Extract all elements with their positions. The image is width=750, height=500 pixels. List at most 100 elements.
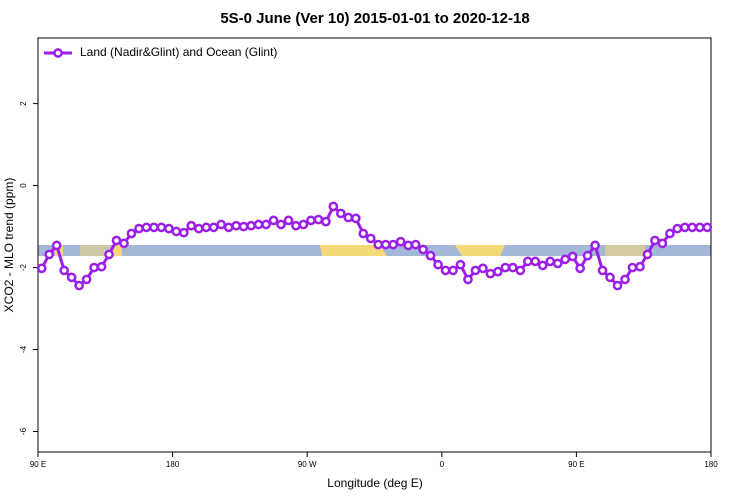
x-tick-label: 180 — [704, 460, 718, 469]
x-tick-label: 0 — [440, 460, 445, 469]
data-point — [612, 280, 623, 291]
data-point — [350, 213, 361, 224]
y-axis-label: XCO2 - MLO trend (ppm) — [2, 178, 16, 313]
data-point — [134, 223, 144, 234]
data-point — [223, 222, 234, 233]
data-point — [522, 256, 533, 267]
data-point — [560, 254, 571, 265]
data-point — [620, 274, 630, 285]
x-tick-label: 90 W — [298, 460, 317, 469]
data-point — [111, 235, 122, 246]
data-point — [343, 212, 354, 223]
data-point — [545, 256, 556, 267]
data-point — [635, 261, 645, 272]
data-point — [575, 263, 585, 274]
data-point — [66, 272, 77, 283]
data-point — [253, 219, 264, 230]
y-tick-label: -6 — [19, 427, 28, 435]
y-tick-label: -2 — [19, 263, 28, 271]
data-point — [126, 228, 137, 239]
data-point — [193, 223, 204, 234]
data-point — [201, 222, 212, 233]
data-point — [694, 222, 705, 233]
plot-frame — [37, 37, 712, 453]
data-point — [96, 261, 107, 272]
data-point — [104, 249, 114, 260]
data-point — [463, 274, 473, 285]
data-point — [149, 222, 159, 233]
data-point — [448, 265, 458, 276]
data-point — [507, 262, 518, 273]
data-point — [597, 265, 608, 276]
data-point — [178, 227, 189, 238]
data-point — [493, 266, 503, 277]
data-point — [418, 244, 428, 255]
data-point — [455, 259, 466, 270]
data-point — [530, 256, 541, 267]
data-point — [650, 235, 660, 246]
data-point — [164, 223, 174, 234]
data-point — [687, 222, 698, 233]
data-point — [328, 201, 339, 212]
data-point — [485, 268, 496, 279]
x-axis-label: Longitude (deg E) — [327, 476, 422, 490]
data-point — [373, 239, 384, 250]
y-tick-label: 0 — [19, 183, 28, 188]
data-point — [702, 222, 713, 233]
data-point — [605, 272, 615, 283]
data-point — [590, 240, 600, 251]
data-point — [567, 251, 578, 262]
data-point — [141, 222, 152, 233]
data-point — [515, 265, 526, 276]
data-point — [291, 220, 301, 231]
data-point — [283, 215, 294, 226]
data-point — [582, 250, 593, 261]
data-point — [156, 222, 167, 233]
data-point — [403, 240, 413, 251]
data-point — [672, 223, 683, 234]
data-point — [276, 219, 286, 230]
data-point — [238, 221, 249, 232]
data-point — [388, 239, 399, 250]
data-point — [380, 239, 391, 250]
y-tick-label: -4 — [19, 345, 28, 353]
data-point — [89, 262, 99, 273]
y-tick-label: 2 — [19, 101, 28, 106]
surface-strip — [38, 245, 711, 256]
data-point — [81, 274, 92, 285]
data-point — [306, 215, 316, 226]
data-point — [336, 208, 346, 219]
data-point — [552, 258, 563, 269]
data-point — [246, 220, 256, 231]
x-tick-label: 90 E — [568, 460, 584, 469]
data-point — [425, 250, 436, 261]
data-point — [44, 249, 55, 260]
data-point — [470, 265, 481, 276]
data-point — [537, 260, 548, 271]
data-point — [59, 265, 70, 276]
data-point — [268, 215, 279, 226]
data-point — [119, 238, 129, 249]
data-point — [74, 280, 84, 291]
data-point — [208, 222, 219, 233]
data-point — [358, 228, 369, 239]
legend-marker — [53, 48, 63, 58]
data-point — [410, 239, 421, 250]
data-point — [171, 226, 182, 237]
data-point — [395, 236, 406, 247]
x-tick-label: 180 — [166, 460, 180, 469]
data-point — [186, 220, 197, 231]
data-point — [478, 263, 488, 274]
data-point — [440, 265, 451, 276]
data-point — [665, 228, 675, 239]
legend-label: Land (Nadir&Glint) and Ocean (Glint) — [80, 45, 277, 59]
data-point — [321, 216, 331, 227]
data-point — [679, 222, 690, 233]
data-point — [313, 214, 324, 225]
data-point — [500, 262, 511, 273]
data-point — [365, 233, 376, 244]
data-point — [216, 219, 227, 230]
data-point — [433, 259, 443, 270]
data-point — [261, 219, 271, 230]
